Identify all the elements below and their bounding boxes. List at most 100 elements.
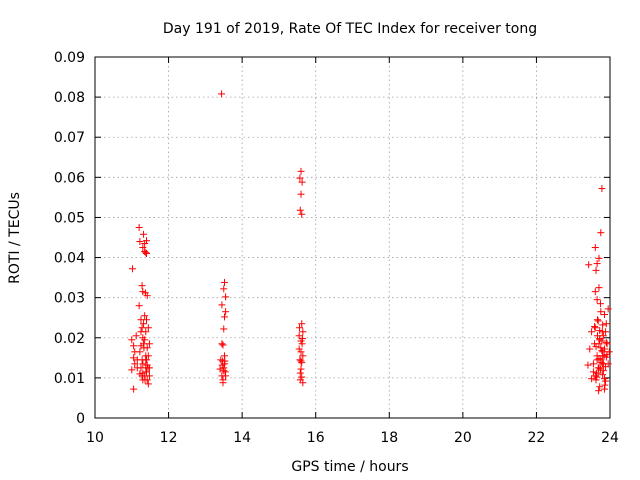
- data-point: [298, 178, 306, 186]
- data-point: [602, 339, 610, 347]
- data-point: [142, 249, 150, 257]
- data-point: [139, 360, 147, 368]
- data-point: [222, 308, 230, 316]
- data-point: [591, 323, 599, 331]
- data-point: [136, 238, 144, 246]
- y-tick-label: 0.01: [54, 371, 85, 387]
- data-point: [219, 341, 227, 349]
- data-point: [130, 385, 138, 393]
- data-point: [599, 332, 607, 340]
- data-point: [602, 320, 610, 328]
- data-point: [592, 343, 600, 351]
- data-point: [597, 359, 605, 367]
- data-point: [592, 369, 600, 377]
- data-point: [588, 328, 596, 336]
- y-tick-label: 0.06: [54, 170, 85, 186]
- data-point: [141, 336, 149, 344]
- data-point: [140, 344, 148, 352]
- data-point: [588, 375, 596, 383]
- data-point: [599, 367, 607, 375]
- data-point: [143, 237, 150, 245]
- data-point: [593, 316, 601, 324]
- data-point: [594, 317, 602, 325]
- data-point: [600, 352, 608, 360]
- data-point: [591, 244, 599, 252]
- data-point: [220, 352, 228, 360]
- data-point: [219, 376, 227, 384]
- data-point: [297, 167, 305, 175]
- data-point: [218, 90, 226, 98]
- data-point: [298, 210, 306, 218]
- data-point: [143, 316, 150, 324]
- data-point: [299, 379, 307, 387]
- data-points: [128, 90, 613, 395]
- data-point: [220, 285, 228, 293]
- data-point: [135, 223, 143, 231]
- data-point: [599, 371, 607, 379]
- data-point: [130, 342, 138, 350]
- data-point: [143, 292, 151, 300]
- data-point: [603, 351, 611, 359]
- data-point: [220, 278, 228, 286]
- data-point: [299, 352, 307, 360]
- data-point: [299, 328, 307, 336]
- data-point: [135, 302, 143, 310]
- x-tick-label: 22: [528, 430, 546, 446]
- data-point: [296, 324, 304, 332]
- data-point: [598, 328, 606, 336]
- data-point: [131, 360, 139, 368]
- data-point: [139, 369, 147, 377]
- data-point: [584, 361, 592, 369]
- data-point: [598, 185, 606, 193]
- data-point: [140, 320, 148, 328]
- data-point: [297, 190, 305, 198]
- data-point: [585, 261, 593, 269]
- y-tick-label: 0.03: [54, 291, 85, 307]
- data-point: [218, 340, 226, 348]
- y-tick-label: 0.08: [54, 90, 85, 106]
- x-axis-label: GPS time / hours: [291, 459, 408, 475]
- data-point: [297, 365, 305, 373]
- x-tick-label: 18: [380, 430, 398, 446]
- data-point: [592, 266, 600, 274]
- data-point: [593, 260, 601, 268]
- plot-frame: [94, 56, 611, 419]
- data-point: [598, 347, 606, 355]
- y-axis-label: ROTI / TECUs: [7, 192, 23, 284]
- data-point: [138, 324, 146, 332]
- data-point: [143, 250, 150, 258]
- data-point: [140, 230, 148, 238]
- data-point: [128, 366, 136, 374]
- data-point: [595, 254, 603, 262]
- data-point: [604, 305, 612, 313]
- data-point: [596, 300, 604, 308]
- data-point: [138, 282, 146, 290]
- data-point: [600, 311, 608, 319]
- chart-title: Day 191 of 2019, Rate Of TEC Index for r…: [163, 21, 537, 37]
- data-point: [596, 365, 604, 373]
- data-point: [298, 320, 306, 328]
- data-point: [597, 308, 605, 316]
- data-point: [217, 356, 225, 364]
- data-point: [296, 174, 304, 182]
- data-point: [603, 340, 611, 348]
- data-point: [297, 348, 305, 356]
- x-tick-label: 10: [86, 430, 104, 446]
- data-point: [144, 324, 152, 332]
- data-point: [216, 365, 224, 373]
- data-point: [297, 357, 305, 365]
- y-tick-label: 0.07: [54, 130, 85, 146]
- data-point: [220, 313, 228, 321]
- x-tick-label: 12: [160, 430, 178, 446]
- data-point: [600, 385, 608, 393]
- data-point: [591, 288, 599, 296]
- data-point: [142, 356, 150, 364]
- data-point: [141, 376, 149, 384]
- data-point: [591, 324, 599, 332]
- data-point: [221, 368, 229, 376]
- y-tick-label: 0.02: [54, 331, 85, 347]
- data-point: [599, 321, 607, 329]
- data-point: [589, 360, 597, 368]
- data-point: [586, 345, 594, 353]
